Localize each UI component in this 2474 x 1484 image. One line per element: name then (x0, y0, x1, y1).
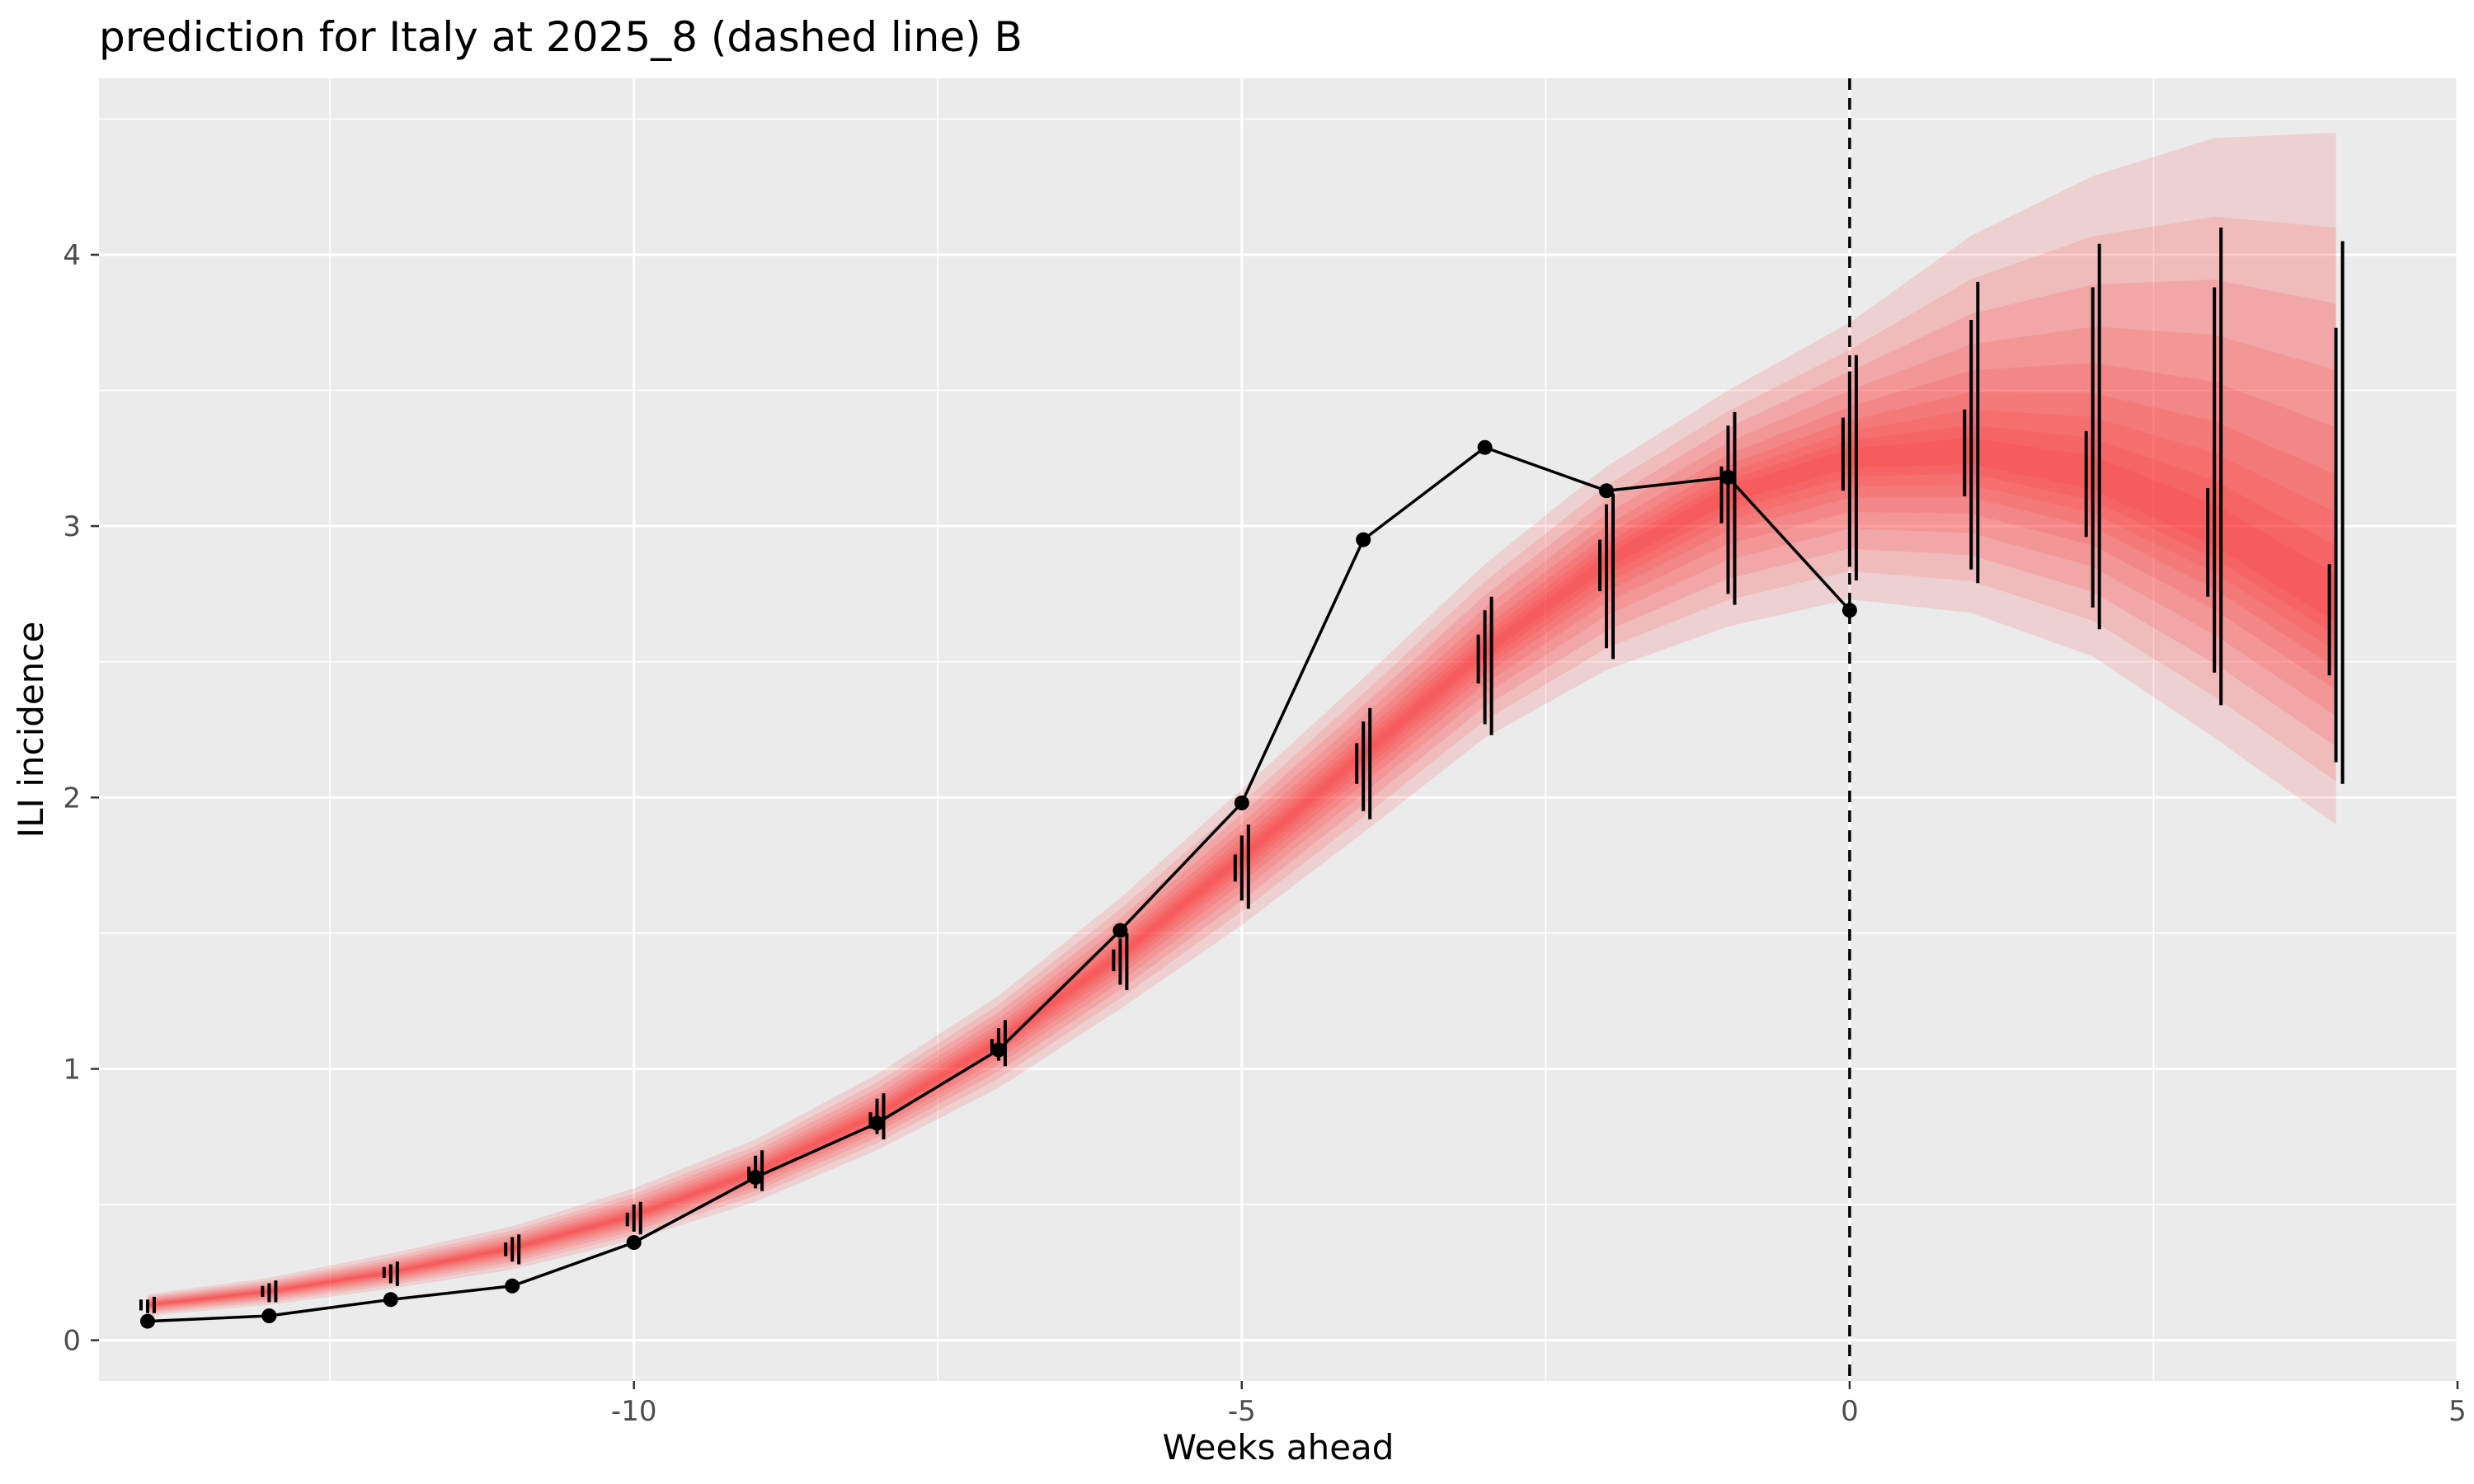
observed-point (869, 1115, 885, 1131)
observed-point (505, 1278, 520, 1294)
x-tick-label: 5 (2448, 1395, 2467, 1428)
observed-series (140, 439, 1857, 1329)
observed-point (261, 1308, 277, 1323)
x-axis: -10 -5 0 5 (611, 1381, 2467, 1428)
y-tick-label: 2 (63, 782, 81, 815)
observed-point (1720, 469, 1736, 485)
x-tick-label: 0 (1841, 1395, 1859, 1428)
observed-point (1477, 439, 1493, 455)
observed-point (748, 1170, 764, 1186)
y-axis-title: ILI incidence (11, 622, 51, 838)
observed-point (1112, 923, 1128, 938)
grid-minor (99, 78, 2458, 1381)
observed-point (1841, 603, 1857, 618)
y-tick-label: 0 (63, 1325, 81, 1358)
y-tick-label: 1 (63, 1054, 81, 1087)
x-tick-label: -10 (611, 1395, 657, 1428)
interval-bars (139, 228, 2345, 1313)
grid-major (99, 78, 2459, 1381)
x-axis-title: Weeks ahead (1163, 1427, 1395, 1468)
observed-point (1599, 483, 1614, 499)
plot-panel (99, 78, 2458, 1381)
observed-point (626, 1235, 642, 1251)
forecast-band (148, 216, 2336, 1314)
y-tick-label: 3 (63, 510, 81, 543)
observed-point (1234, 795, 1249, 810)
forecast-band (148, 132, 2336, 1316)
y-tick-label: 4 (63, 239, 81, 272)
y-axis: 0 1 2 3 4 (63, 239, 99, 1358)
observed-point (140, 1313, 155, 1329)
observed-point (383, 1292, 398, 1308)
x-tick-label: -5 (1228, 1395, 1256, 1428)
observed-point (1356, 532, 1371, 547)
chart-title: prediction for Italy at 2025_8 (dashed l… (99, 13, 1023, 61)
forecast-band (148, 326, 2336, 1311)
forecast-band (148, 279, 2336, 1313)
observed-point (990, 1042, 1006, 1058)
